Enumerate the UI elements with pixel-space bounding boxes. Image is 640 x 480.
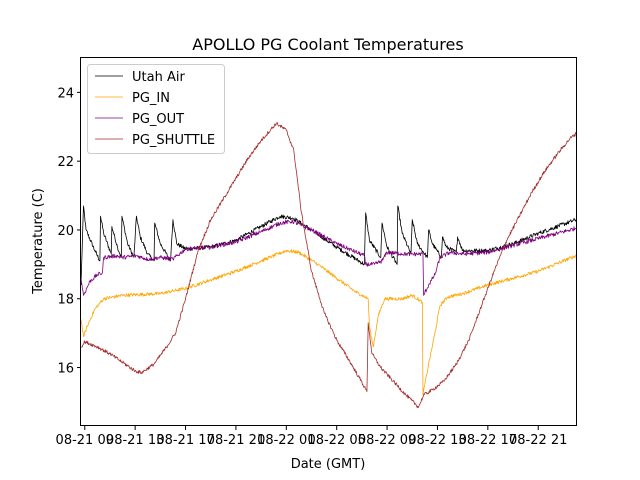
series-layer <box>80 122 577 409</box>
y-tick-label: 18 <box>57 293 74 308</box>
x-tick-label: 08-22 17 <box>459 433 517 448</box>
x-tick-label: 08-22 01 <box>257 433 315 448</box>
x-tick-label: 08-22 13 <box>408 433 466 448</box>
x-tick-label: 08-21 17 <box>156 433 214 448</box>
x-tick-label: 08-21 21 <box>207 433 265 448</box>
series-line-utah-air <box>80 205 577 286</box>
series-line-pg-in <box>80 249 577 396</box>
x-tick-label: 08-22 05 <box>307 433 365 448</box>
legend-label: PG_OUT <box>132 112 184 127</box>
y-tick-label: 16 <box>57 362 74 377</box>
legend-label: Utah Air <box>132 70 185 85</box>
axes-frame <box>80 57 577 426</box>
y-tick-label: 22 <box>57 155 74 170</box>
series-line-pg-shuttle <box>80 122 577 409</box>
y-tick-label: 20 <box>57 224 74 239</box>
y-tick-label: 24 <box>57 86 74 101</box>
chart-title: APOLLO PG Coolant Temperatures <box>192 35 463 54</box>
legend-label: PG_SHUTTLE <box>132 133 215 148</box>
x-tick-label: 08-22 21 <box>509 433 567 448</box>
x-tick-label: 08-21 09 <box>56 433 114 448</box>
y-axis: 16 18 20 22 24 <box>57 86 81 377</box>
y-axis-label: Temperature (C) <box>31 188 46 295</box>
x-axis-label: Date (GMT) <box>291 457 366 472</box>
legend-box <box>87 64 225 154</box>
legend-label: PG_IN <box>132 91 170 106</box>
legend: Utah Air PG_IN PG_OUT PG_SHUTTLE <box>87 64 225 154</box>
x-tick-label: 08-22 09 <box>358 433 416 448</box>
x-tick-label: 08-21 13 <box>106 433 164 448</box>
series-line-pg-out <box>80 219 577 296</box>
